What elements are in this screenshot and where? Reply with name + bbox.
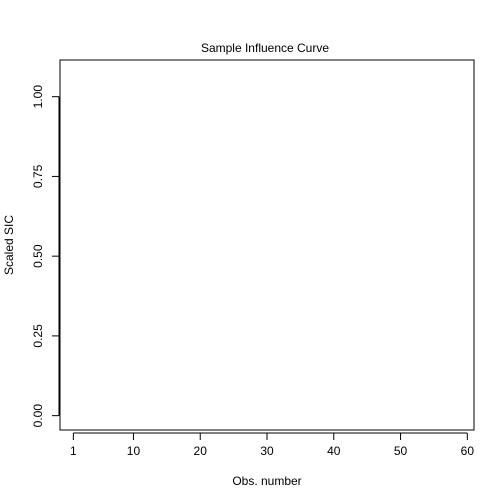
plot-frame (59, 59, 475, 431)
chart-title: Sample Influence Curve (201, 41, 329, 55)
x-tick-label: 30 (260, 444, 274, 458)
y-tick-label: 0.75 (31, 164, 45, 188)
x-tick-label: 40 (327, 444, 341, 458)
y-tick-label: 1.00 (31, 85, 45, 109)
x-tick-label: 20 (194, 444, 208, 458)
x-axis: 1 10 20 30 40 50 60 (70, 432, 475, 458)
x-axis-label: Obs. number (232, 474, 301, 488)
x-tick-label: 60 (461, 444, 475, 458)
x-tick-label: 50 (394, 444, 408, 458)
y-axis: 0.00 0.25 0.50 0.75 1.00 (31, 85, 60, 428)
y-tick-label: 0.25 (31, 324, 45, 348)
x-tick-label: 1 (70, 444, 77, 458)
y-tick-label: 0.50 (31, 244, 45, 268)
y-tick-label: 0.00 (31, 404, 45, 428)
x-tick-label: 10 (127, 444, 141, 458)
y-axis-label: Scaled SIC (2, 215, 16, 275)
